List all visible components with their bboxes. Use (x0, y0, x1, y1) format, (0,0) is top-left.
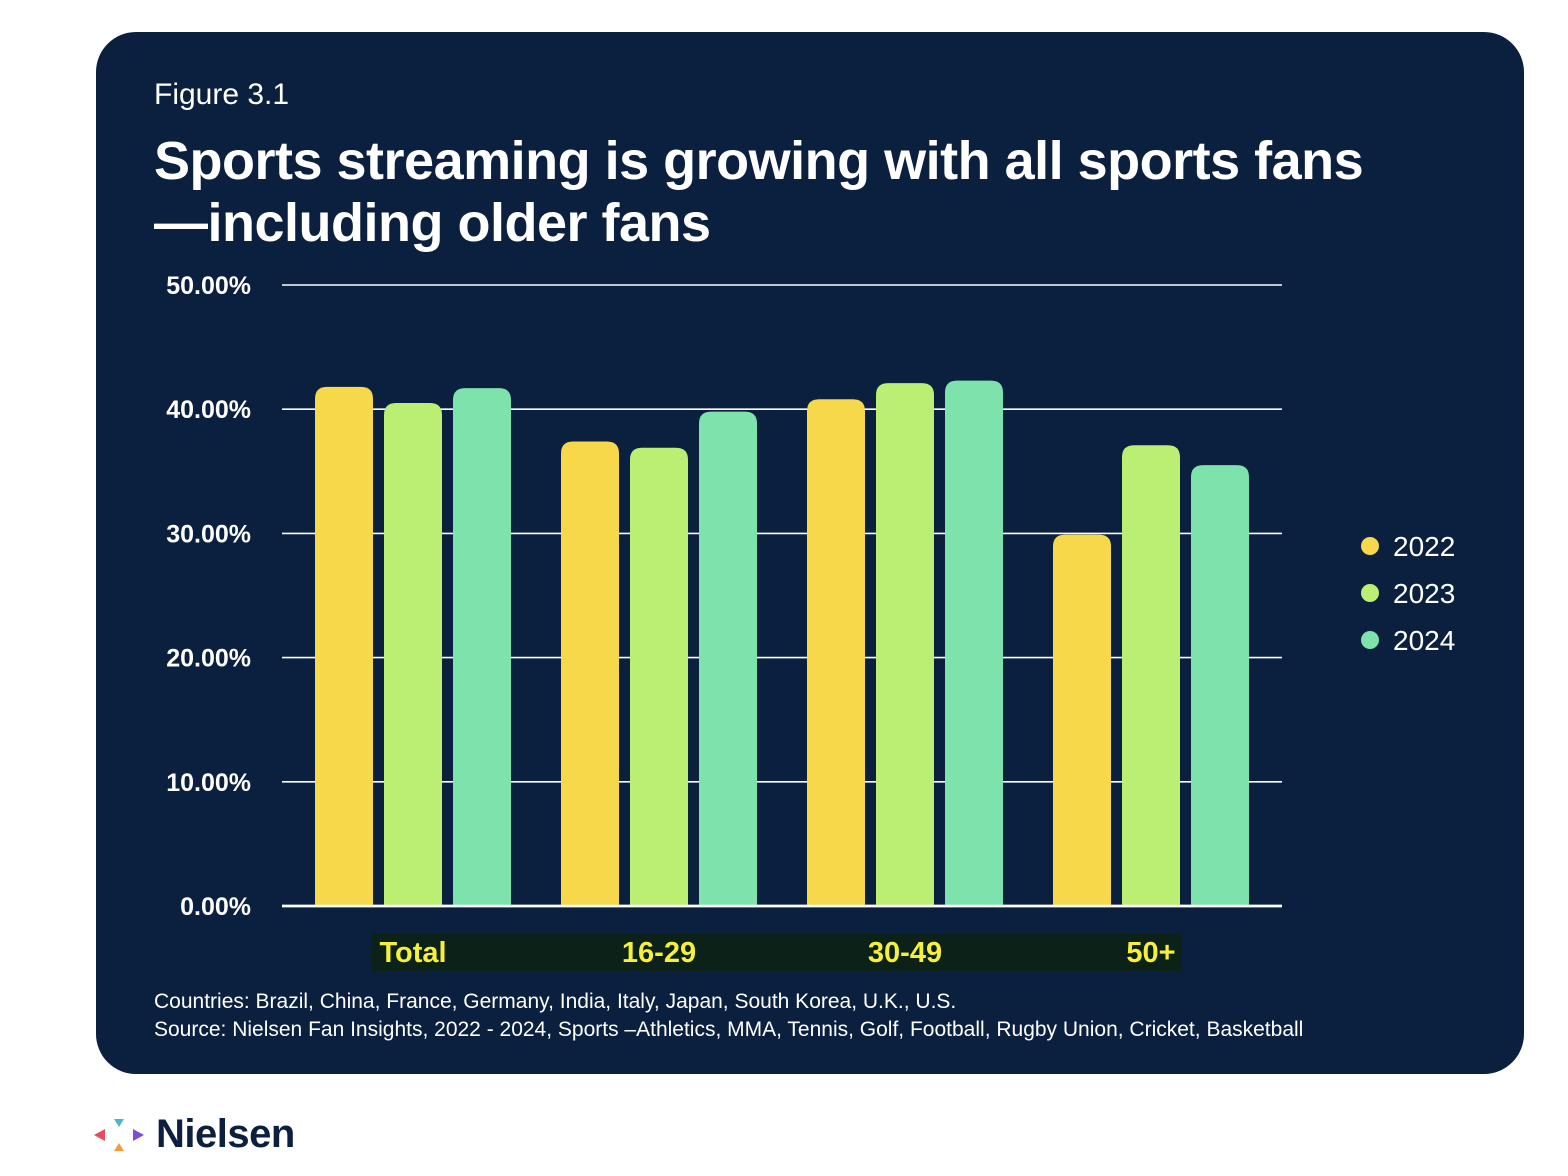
bar-2024-30-49 (945, 380, 1003, 906)
chart-title: Sports streaming is growing with all spo… (154, 131, 1364, 253)
figure-label: Figure 3.1 (154, 78, 290, 111)
bar-2022-Total (315, 386, 373, 906)
x-category-label: Total (379, 937, 446, 969)
x-category-label: 16-29 (622, 937, 696, 969)
y-tick-label: 20.00% (166, 645, 251, 673)
legend-label-2024: 2024 (1393, 625, 1455, 656)
bar-2022-16-29 (561, 441, 619, 906)
legend-swatch-2023 (1361, 584, 1379, 602)
bar-2022-30-49 (807, 399, 865, 906)
y-tick-label: 50.00% (166, 272, 251, 300)
bar-2022-50+ (1053, 534, 1111, 906)
bar-2023-30-49 (876, 383, 934, 906)
nielsen-logo: Nielsen (94, 1112, 295, 1157)
category-label-band (372, 933, 1182, 971)
legend: 2022 2023 2024 (1361, 531, 1455, 656)
legend-swatch-2024 (1361, 631, 1379, 649)
footnote-countries: Countries: Brazil, China, France, German… (154, 990, 957, 1013)
legend-swatch-2022 (1361, 537, 1379, 555)
bar-2024-16-29 (699, 411, 757, 906)
legend-label-2023: 2023 (1393, 578, 1455, 609)
y-tick-label: 30.00% (166, 520, 251, 548)
x-category-label: 30-49 (868, 937, 942, 969)
bar-2024-50+ (1191, 465, 1249, 906)
bar-2023-16-29 (630, 447, 688, 906)
bar-2024-Total (453, 388, 511, 906)
y-axis-ticks: 0.00% 10.00% 20.00% 30.00% 40.00% 50.00% (166, 272, 251, 921)
bars (282, 380, 1282, 908)
nielsen-mark-icon (94, 1118, 144, 1151)
nielsen-wordmark: Nielsen (156, 1112, 295, 1156)
x-category-label: 50+ (1126, 937, 1175, 969)
y-tick-label: 0.00% (180, 893, 251, 921)
bar-2023-50+ (1122, 445, 1180, 906)
x-axis-categories: Total 16-29 30-49 50+ (372, 933, 1182, 971)
bar-chart: 0.00% 10.00% 20.00% 30.00% 40.00% 50.00% Tota… (166, 272, 1455, 971)
y-tick-label: 10.00% (166, 769, 251, 797)
footnote-source: Source: Nielsen Fan Insights, 2022 - 202… (154, 1018, 1304, 1041)
bar-2023-Total (384, 402, 442, 906)
legend-label-2022: 2022 (1393, 531, 1455, 562)
y-tick-label: 40.00% (166, 396, 251, 424)
